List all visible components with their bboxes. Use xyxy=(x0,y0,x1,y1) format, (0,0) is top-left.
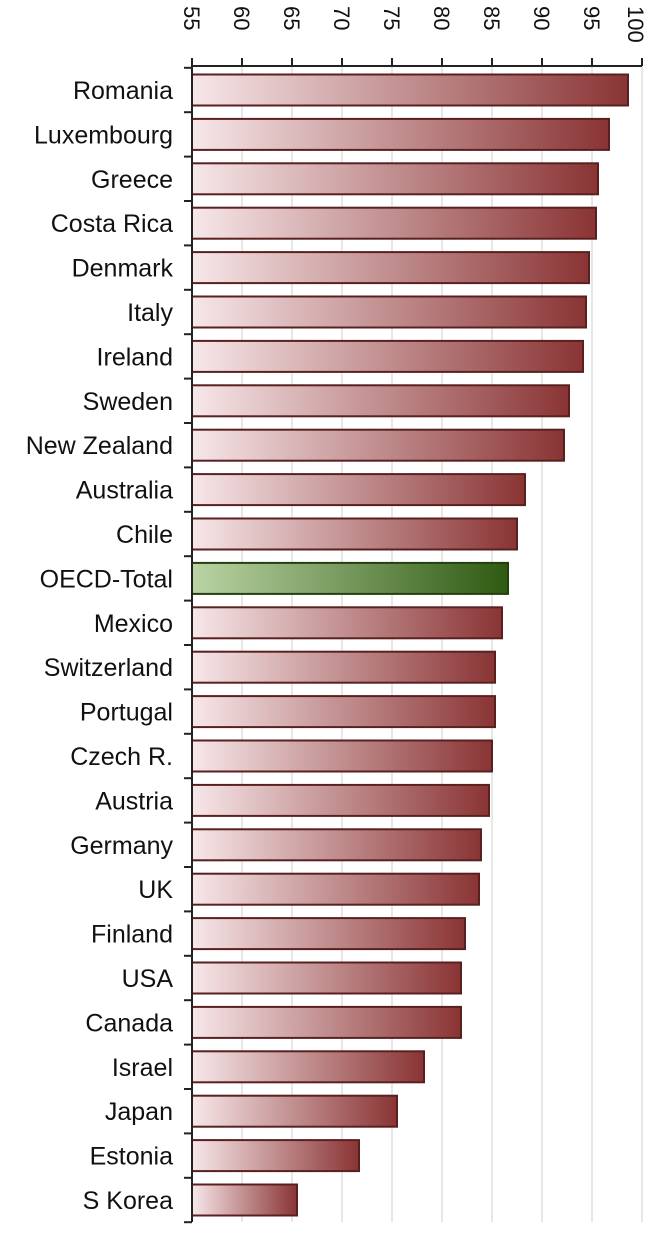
category-label-luxembourg: Luxembourg xyxy=(34,121,173,149)
category-label-italy: Italy xyxy=(127,299,173,327)
category-label-australia: Australia xyxy=(76,477,173,505)
bar-japan xyxy=(191,1094,398,1128)
bar-costa-rica xyxy=(191,206,597,240)
bar-s-korea xyxy=(191,1183,298,1217)
bar-uk xyxy=(191,872,480,906)
category-label-usa: USA xyxy=(122,965,174,993)
tick-label-85: 85 xyxy=(479,6,504,30)
tick-labels: 55 60 65 70 75 80 85 90 95 100 xyxy=(179,6,646,43)
tick-label-55: 55 xyxy=(179,6,204,30)
bar-finland xyxy=(191,917,466,951)
tick-label-75: 75 xyxy=(379,6,404,30)
category-labels: Romania Luxembourg Greece Costa Rica Denmark… xyxy=(26,77,174,1215)
category-label-new-zealand: New Zealand xyxy=(26,432,173,460)
bar-czech-r xyxy=(191,739,493,773)
category-label-canada: Canada xyxy=(85,1009,173,1037)
bar-estonia xyxy=(191,1139,360,1173)
category-label-denmark: Denmark xyxy=(72,255,174,283)
category-label-portugal: Portugal xyxy=(80,699,173,727)
bar-oecd-total xyxy=(191,561,509,595)
category-label-germany: Germany xyxy=(70,832,173,860)
bar-ireland xyxy=(191,339,584,373)
tick-label-65: 65 xyxy=(279,6,304,30)
bar-chile xyxy=(191,517,518,551)
bar-israel xyxy=(191,1050,425,1084)
tick-label-90: 90 xyxy=(529,6,554,30)
axes xyxy=(184,58,643,1224)
category-label-mexico: Mexico xyxy=(94,610,173,638)
bar-sweden xyxy=(191,384,570,418)
category-label-ireland: Ireland xyxy=(97,343,173,371)
category-label-romania: Romania xyxy=(73,77,173,105)
bar-greece xyxy=(191,162,599,196)
tick-label-95: 95 xyxy=(579,6,604,30)
bar-denmark xyxy=(191,251,590,285)
bars xyxy=(191,73,629,1217)
category-label-israel: Israel xyxy=(112,1054,173,1082)
category-label-costa-rica: Costa Rica xyxy=(51,210,173,238)
category-label-oecd-total: OECD-Total xyxy=(40,565,173,593)
bar-romania xyxy=(191,73,629,107)
bar-portugal xyxy=(191,695,496,729)
tick-label-60: 60 xyxy=(229,6,254,30)
category-label-czech-r: Czech R. xyxy=(70,743,173,771)
category-label-austria: Austria xyxy=(95,787,173,815)
bar-australia xyxy=(191,473,526,507)
bar-luxembourg xyxy=(191,117,610,151)
category-label-greece: Greece xyxy=(91,166,173,194)
tick-label-80: 80 xyxy=(429,6,454,30)
bar-austria xyxy=(191,783,490,817)
bar-germany xyxy=(191,828,482,862)
category-label-finland: Finland xyxy=(91,921,173,949)
category-label-sweden: Sweden xyxy=(83,388,173,416)
tick-label-70: 70 xyxy=(329,6,354,30)
category-label-uk: UK xyxy=(138,876,173,904)
bar-switzerland xyxy=(191,650,496,684)
category-label-switzerland: Switzerland xyxy=(44,654,173,682)
bar-usa xyxy=(191,961,462,995)
bar-canada xyxy=(191,1005,462,1039)
bar-italy xyxy=(191,295,587,329)
category-label-japan: Japan xyxy=(105,1098,173,1126)
category-label-estonia: Estonia xyxy=(90,1143,173,1171)
category-label-s-korea: S Korea xyxy=(83,1187,173,1215)
tick-label-100: 100 xyxy=(623,6,646,43)
bar-mexico xyxy=(191,606,503,640)
category-label-chile: Chile xyxy=(116,521,173,549)
bar-new-zealand xyxy=(191,428,565,462)
